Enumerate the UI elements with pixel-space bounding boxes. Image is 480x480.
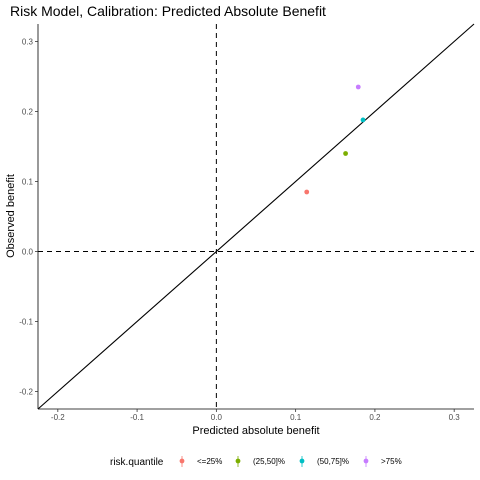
legend: risk.quantile <=25% (25,50]% (50,75]% >75% xyxy=(110,456,402,468)
x-tick-label: 0.1 xyxy=(290,413,302,422)
legend-title: risk.quantile xyxy=(110,457,164,468)
legend-label: <=25% xyxy=(197,457,222,466)
x-axis-title: Predicted absolute benefit xyxy=(192,425,319,437)
x-tick-label: -0.1 xyxy=(130,413,144,422)
y-tick-label: -0.1 xyxy=(19,318,33,327)
y-tick-label: 0.2 xyxy=(22,108,34,117)
x-tick-label: 0.3 xyxy=(449,413,461,422)
x-tick-label: 0.2 xyxy=(369,413,381,422)
data-point xyxy=(360,117,366,123)
y-axis-title: Observed benefit xyxy=(5,174,17,258)
legend-label: (50,75]% xyxy=(317,457,349,466)
y-tick-label: -0.2 xyxy=(19,388,33,397)
data-point xyxy=(343,151,348,156)
x-tick-label: 0.0 xyxy=(211,413,223,422)
x-tick-label: -0.2 xyxy=(51,413,65,422)
legend-key-point xyxy=(235,458,241,464)
y-tick-label: 0.3 xyxy=(22,38,34,47)
y-tick-label: 0.0 xyxy=(22,248,34,257)
plot-panel: -0.2 -0.1 0.0 0.1 0.2 0.3 -0.2 -0.1 0.0 0.1 0.2 0.3 xyxy=(19,23,475,422)
chart-title: Risk Model, Calibration: Predicted Absol… xyxy=(10,3,326,19)
y-tick-label: 0.1 xyxy=(22,178,34,187)
diagonal-reference-line xyxy=(37,23,475,410)
data-point xyxy=(355,84,361,90)
legend-key-point xyxy=(299,458,305,464)
legend-label: (25,50]% xyxy=(253,457,285,466)
legend-label: >75% xyxy=(381,457,402,466)
data-point xyxy=(304,189,310,195)
legend-key-point xyxy=(363,458,369,464)
legend-key-point xyxy=(179,458,185,464)
